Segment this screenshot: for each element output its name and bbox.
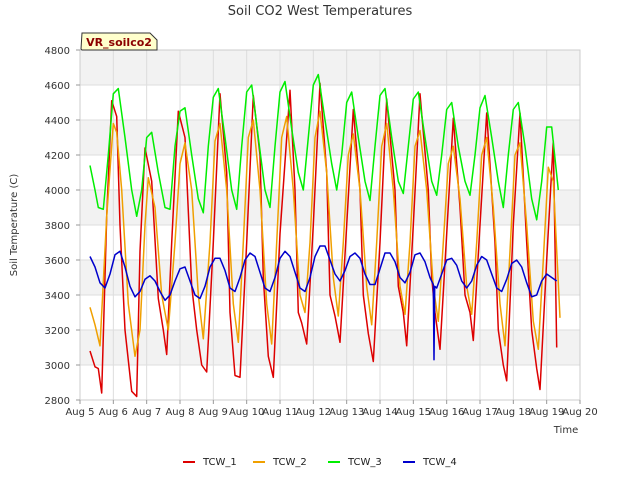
x-tick-label: Aug 15 (396, 407, 431, 418)
legend-label: TCW_2 (272, 457, 307, 468)
y-tick-labels: 2800 3000 3200 3400 3600 3800 4000 4200 4400 4600… (45, 46, 80, 407)
x-tick-label: Aug 17 (462, 407, 497, 418)
chart-title: Soil CO2 West Temperatures (228, 4, 413, 19)
legend: TCW_1 TCW_2 TCW_3 TCW_4 (183, 457, 457, 468)
site-badge: VR_soilco2 (80, 32, 158, 51)
plot-band (80, 330, 580, 365)
y-tick-label: 3600 (45, 256, 70, 267)
legend-label: TCW_3 (347, 457, 382, 468)
x-tick-label: Aug 9 (199, 407, 228, 418)
x-tick-label: Aug 6 (99, 407, 128, 418)
site-badge-box (80, 32, 158, 51)
y-tick-label: 3200 (45, 326, 70, 337)
x-tick-label: Aug 20 (562, 407, 597, 418)
plot-band (80, 50, 580, 85)
series-layer (89, 73, 561, 398)
x-tick-label: Aug 11 (262, 407, 297, 418)
y-tick-label: 4000 (45, 186, 70, 197)
x-tick-label: Aug 8 (165, 407, 194, 418)
y-tick-label: 4800 (45, 46, 70, 57)
y-tick-label: 4600 (45, 81, 70, 92)
y-tick-label: 3400 (45, 291, 70, 302)
x-tick-label: Aug 7 (132, 407, 161, 418)
legend-label: TCW_4 (422, 457, 457, 468)
site-badge-label: VR_soilco2 (86, 36, 152, 49)
y-tick-label: 3000 (45, 361, 70, 372)
series-line-tcw-2 (89, 110, 561, 358)
y-axis-label: Soil Temperature (C) (9, 174, 20, 277)
x-tick-label: Aug 14 (362, 407, 397, 418)
x-tick-label: Aug 18 (496, 407, 531, 418)
x-tick-label: Aug 16 (429, 407, 464, 418)
y-tick-label: 3800 (45, 221, 70, 232)
x-tick-label: Aug 19 (529, 407, 564, 418)
plot-band (80, 85, 580, 120)
y-tick-label: 2800 (45, 396, 70, 407)
series-line-tcw-4 (89, 245, 558, 361)
x-axis-label: Time (553, 425, 578, 436)
x-tick-label: Aug 13 (329, 407, 364, 418)
plot-band (80, 295, 580, 330)
legend-label: TCW_1 (202, 457, 237, 468)
y-tick-label: 4400 (45, 116, 70, 127)
x-tick-label: Aug 12 (296, 407, 331, 418)
y-tick-label: 4200 (45, 151, 70, 162)
x-tick-label: Aug 5 (65, 407, 94, 418)
series-line-tcw-3 (89, 73, 560, 221)
x-tick-label: Aug 10 (229, 407, 264, 418)
plot-band (80, 365, 580, 400)
